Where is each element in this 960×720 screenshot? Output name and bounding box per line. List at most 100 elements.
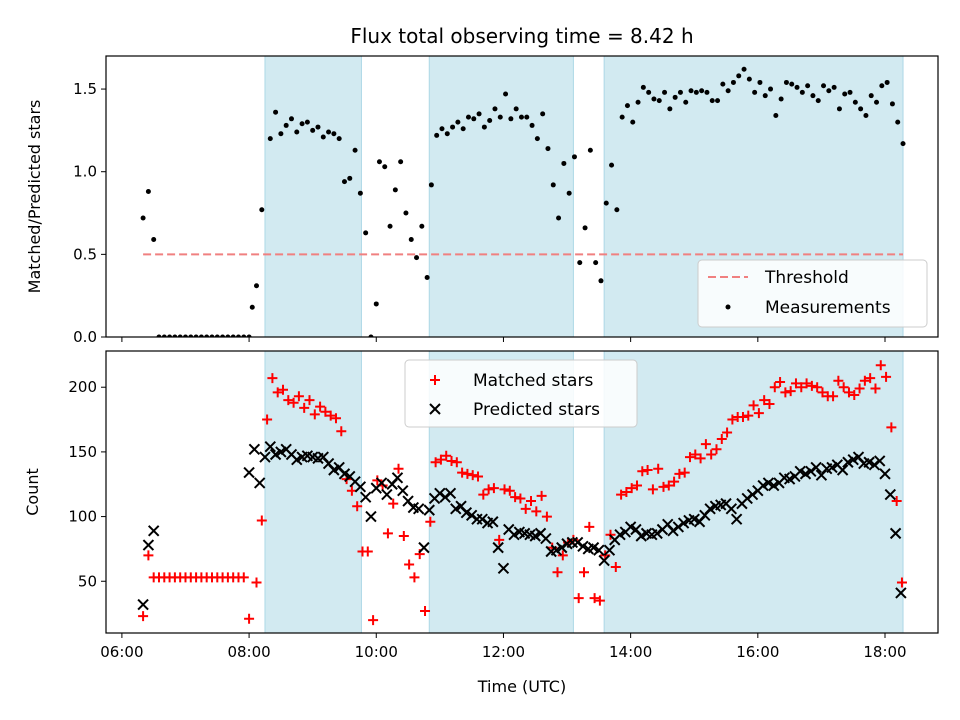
measurement-point <box>852 99 858 105</box>
matched-point <box>806 380 817 391</box>
series-matched-stars <box>138 360 907 626</box>
matched-point <box>653 463 664 474</box>
matched-point <box>368 615 379 626</box>
measurement-point <box>677 89 683 95</box>
matched-point <box>430 457 441 468</box>
measurement-point <box>741 66 747 72</box>
matched-point <box>536 490 547 501</box>
matched-point <box>579 567 590 578</box>
measurement-point <box>465 114 471 120</box>
measurement-point <box>387 223 393 229</box>
matched-point <box>647 484 658 495</box>
matched-point <box>510 492 521 503</box>
matched-point <box>309 409 320 420</box>
measurement-point <box>646 89 652 95</box>
predicted-point <box>434 487 446 500</box>
axes-frame <box>105 350 939 634</box>
predicted-point <box>884 488 897 501</box>
predicted-point <box>264 441 276 453</box>
measurement-point <box>831 84 837 90</box>
matched-point <box>743 410 754 421</box>
measurement-point <box>794 84 800 90</box>
matched-point <box>594 595 605 606</box>
matched-point <box>722 427 733 438</box>
measurement-point <box>414 255 420 261</box>
measurement-point <box>408 236 414 242</box>
measurement-point <box>842 91 848 97</box>
matched-point <box>631 480 642 491</box>
measurement-point <box>249 304 255 310</box>
matched-point <box>764 399 775 410</box>
measurement-point <box>471 116 477 122</box>
measurement-point <box>403 210 409 216</box>
measurement-point <box>220 334 226 337</box>
matched-point <box>801 378 812 389</box>
matched-point <box>658 481 669 492</box>
predicted-point <box>810 461 822 474</box>
matched-point <box>759 395 770 406</box>
measurement-point <box>167 334 173 337</box>
matched-point <box>483 484 494 495</box>
predicted-point <box>556 541 568 554</box>
matched-point <box>865 373 876 384</box>
measurement-point <box>879 83 885 89</box>
measurement-point <box>524 114 530 120</box>
measurement-point <box>492 106 498 112</box>
measurement-point <box>863 113 869 119</box>
predicted-point <box>375 477 388 489</box>
measurement-point <box>497 114 503 120</box>
matched-point <box>283 395 294 406</box>
predicted-point <box>836 464 849 476</box>
measurement-point <box>140 215 146 221</box>
matched-point <box>488 483 499 494</box>
measurement-point <box>768 86 774 92</box>
matched-point <box>451 457 462 468</box>
matched-point <box>504 485 515 496</box>
measurement-point <box>156 334 162 337</box>
legend-top: Threshold Measurements <box>697 259 928 328</box>
matched-point <box>515 493 526 504</box>
measurement-point <box>577 260 583 266</box>
measurement-point <box>193 334 199 337</box>
predicted-point <box>805 465 817 478</box>
measurement-point <box>259 207 265 213</box>
measurement-point <box>836 106 842 112</box>
matched-point <box>833 375 844 386</box>
measurement-point <box>656 98 662 104</box>
x-tick-label: 14:00 <box>609 643 652 661</box>
predicted-point <box>248 443 261 456</box>
matched-point <box>244 613 255 624</box>
measurement-point <box>204 334 210 337</box>
matched-point <box>420 606 431 617</box>
measurement-point <box>518 114 524 120</box>
measurement-point <box>624 103 630 109</box>
matched-point <box>362 546 373 557</box>
legend-threshold-label: Threshold <box>764 268 849 288</box>
measurement-point <box>821 83 827 89</box>
measurement-point <box>561 160 567 166</box>
measurement-point <box>172 334 178 337</box>
measurement-point <box>278 131 284 137</box>
matched-point <box>336 426 347 437</box>
measurement-point <box>503 91 509 97</box>
predicted-point <box>147 525 160 537</box>
matched-point <box>330 413 341 424</box>
matched-point <box>435 454 446 465</box>
measurement-point <box>188 334 194 337</box>
measurement-point <box>368 334 374 337</box>
predicted-point <box>593 544 605 556</box>
matched-point <box>462 468 473 479</box>
measurement-point <box>709 98 715 104</box>
matched-point <box>621 487 632 497</box>
matched-point <box>499 484 510 495</box>
measurement-point <box>773 113 779 119</box>
legend-box <box>697 259 928 328</box>
legend-matched-swatch <box>430 375 440 385</box>
measurement-point <box>161 334 167 337</box>
predicted-point <box>598 554 610 567</box>
y-tick-label: 50 <box>78 572 97 590</box>
matched-point <box>299 402 310 413</box>
observing-span-1 <box>264 56 362 337</box>
predicted-point <box>137 598 149 611</box>
matched-point <box>753 408 764 419</box>
